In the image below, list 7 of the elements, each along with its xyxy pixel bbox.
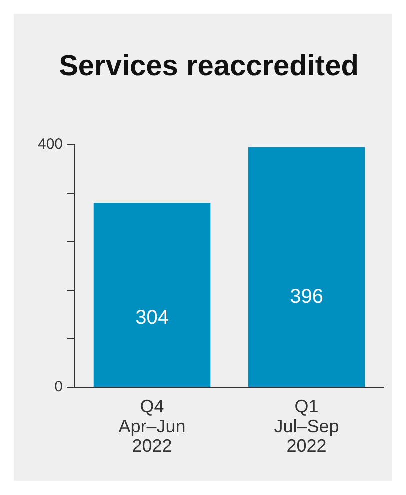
x-tick-label: Q1 Jul–Sep 2022: [274, 396, 340, 456]
y-tick-label: 0: [54, 378, 64, 396]
chart-title: Services reaccredited: [59, 50, 359, 82]
data-label: 396: [290, 286, 324, 308]
y-tick-label: 400: [38, 136, 64, 153]
x-tick-label: Q4 Apr–Jun 2022: [118, 396, 186, 456]
data-label: 304: [136, 306, 169, 329]
